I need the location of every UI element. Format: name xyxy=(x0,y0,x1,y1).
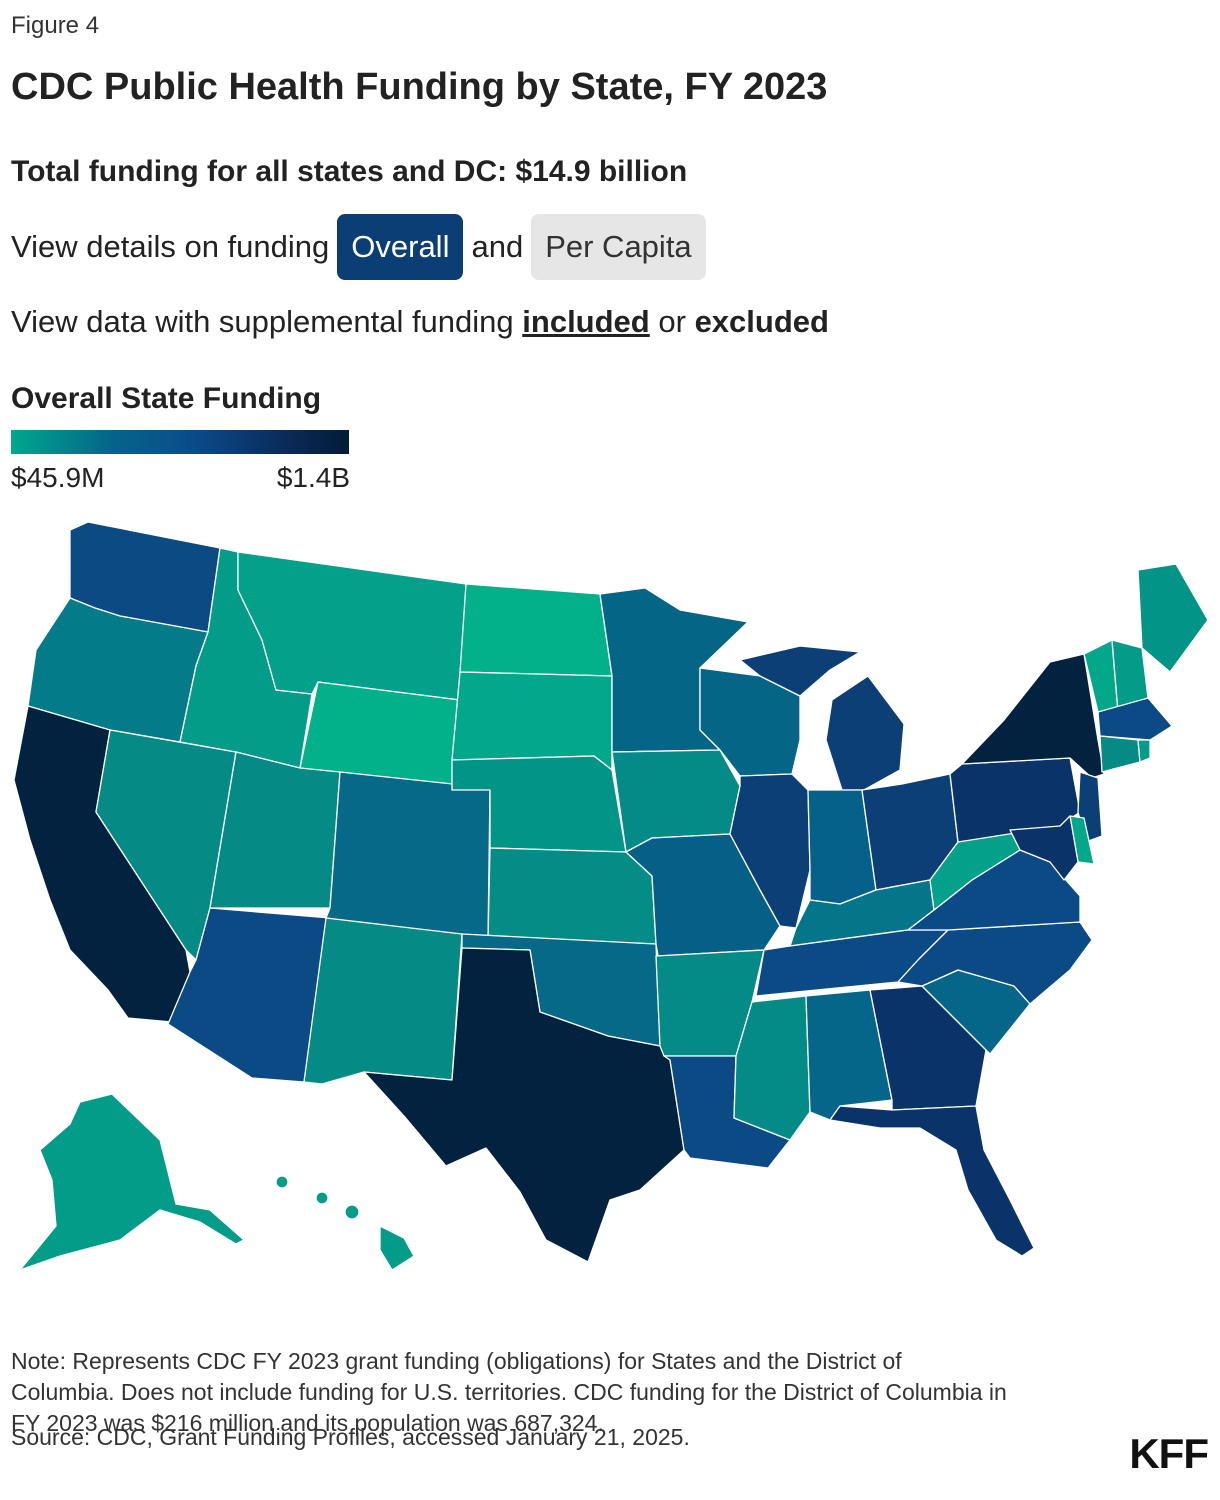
view-toggle-row: View details on funding Overall and Per … xyxy=(11,214,714,280)
state-mo[interactable] xyxy=(625,833,781,957)
or-text: or xyxy=(658,304,686,339)
state-sd[interactable] xyxy=(451,671,613,771)
state-hi-island2[interactable] xyxy=(315,1191,329,1205)
state-hi[interactable] xyxy=(379,1225,415,1271)
state-mt[interactable] xyxy=(237,551,467,701)
state-me[interactable] xyxy=(1137,563,1209,673)
legend-gradient-bar xyxy=(11,430,349,454)
state-hi-island3[interactable] xyxy=(344,1204,360,1220)
per-capita-button[interactable]: Per Capita xyxy=(531,214,706,280)
state-mi-upper[interactable] xyxy=(739,645,861,697)
state-ct[interactable] xyxy=(1099,735,1141,773)
state-hi-island1[interactable] xyxy=(275,1175,289,1189)
state-ks[interactable] xyxy=(487,847,657,945)
state-ak[interactable] xyxy=(19,1093,245,1271)
supplemental-toggle-row: View data with supplemental funding incl… xyxy=(11,304,829,340)
overall-button[interactable]: Overall xyxy=(337,214,464,280)
state-fl[interactable] xyxy=(829,1105,1035,1257)
state-ma[interactable] xyxy=(1097,697,1173,741)
legend-title: Overall State Funding xyxy=(11,382,322,415)
state-tx[interactable] xyxy=(363,947,685,1263)
chart-subtitle: Total funding for all states and DC: $14… xyxy=(11,155,688,188)
state-il[interactable] xyxy=(729,773,811,929)
figure-label: Figure 4 xyxy=(11,12,100,39)
and-text: and xyxy=(471,229,524,264)
state-ri[interactable] xyxy=(1137,739,1151,763)
source-note: Source: CDC, Grant Funding Profiles, acc… xyxy=(11,1424,690,1450)
supp-prefix-text: View data with supplemental funding xyxy=(11,304,514,339)
footnote: Note: Represents CDC FY 2023 grant fundi… xyxy=(11,1348,1007,1436)
legend-min-label: $45.9M xyxy=(11,462,105,493)
chart-title: CDC Public Health Funding by State, FY 2… xyxy=(11,66,828,108)
excluded-link[interactable]: excluded xyxy=(694,304,829,339)
state-ny[interactable] xyxy=(961,653,1105,779)
state-nc[interactable] xyxy=(897,921,1093,1005)
state-co[interactable] xyxy=(325,771,491,941)
state-mi[interactable] xyxy=(825,675,905,791)
kff-logo: KFF xyxy=(1129,1430,1209,1477)
us-choropleth-map xyxy=(13,521,1209,1271)
state-md[interactable] xyxy=(1009,815,1079,881)
view-prefix-text: View details on funding xyxy=(11,229,330,264)
included-link[interactable]: included xyxy=(522,304,650,339)
legend-max-label: $1.4B xyxy=(276,462,350,493)
state-nd[interactable] xyxy=(459,583,613,677)
state-nm[interactable] xyxy=(303,917,463,1085)
